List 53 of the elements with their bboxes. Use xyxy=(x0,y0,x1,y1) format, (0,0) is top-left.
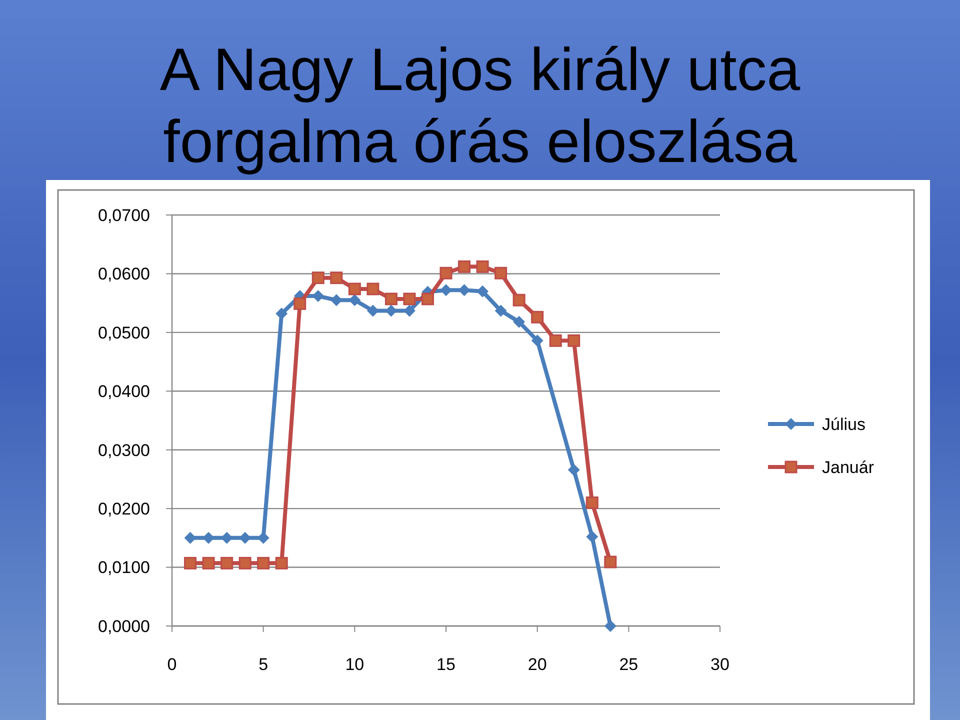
x-tick-label: 30 xyxy=(710,655,730,674)
point xyxy=(366,304,379,317)
x-tick-label: 20 xyxy=(528,655,547,674)
y-tick-label: 0,0400 xyxy=(98,382,150,402)
point xyxy=(312,272,324,284)
point xyxy=(512,294,526,306)
point xyxy=(440,266,452,280)
point xyxy=(348,282,361,296)
y-tick-label: 0,0600 xyxy=(98,264,150,284)
point xyxy=(294,297,306,310)
point xyxy=(421,292,434,306)
point xyxy=(586,496,598,509)
point xyxy=(586,530,598,543)
point xyxy=(458,260,471,273)
x-tick-label: 10 xyxy=(345,655,364,674)
legend-label: Július xyxy=(822,414,866,434)
x-tick-label: 0 xyxy=(167,655,177,674)
y-tick-label: 0,0000 xyxy=(98,616,150,636)
point xyxy=(257,556,270,570)
point xyxy=(275,556,288,570)
point xyxy=(276,308,288,320)
point xyxy=(384,292,398,306)
point xyxy=(202,556,215,570)
y-tick-label: 0,0100 xyxy=(98,558,150,578)
point xyxy=(476,285,489,298)
point xyxy=(184,556,197,570)
chart-title: A Nagy Lajos király utca forgalma órás eloszlása xyxy=(160,36,801,175)
point xyxy=(604,556,617,568)
point xyxy=(568,464,580,476)
point xyxy=(238,556,252,570)
point xyxy=(330,294,342,306)
point xyxy=(330,272,343,284)
point xyxy=(220,556,234,570)
point xyxy=(403,292,416,306)
y-tick-label: 0,0200 xyxy=(98,500,150,519)
point xyxy=(568,334,580,347)
y-tick-label: 0,0700 xyxy=(98,206,150,225)
point xyxy=(440,284,452,296)
y-tick-label: 0,0500 xyxy=(98,323,150,342)
legend-label: Január xyxy=(822,458,874,477)
point xyxy=(494,304,507,317)
point xyxy=(549,334,562,347)
x-tick-label: 15 xyxy=(436,655,456,674)
point xyxy=(604,620,616,632)
point xyxy=(476,260,489,273)
x-tick-label: 25 xyxy=(619,655,638,674)
x-tick-label: 5 xyxy=(258,655,268,674)
point xyxy=(531,310,544,324)
point xyxy=(531,334,544,347)
y-tick-label: 0,0300 xyxy=(98,440,150,460)
point xyxy=(366,282,380,296)
point xyxy=(513,316,526,328)
point xyxy=(494,266,508,280)
